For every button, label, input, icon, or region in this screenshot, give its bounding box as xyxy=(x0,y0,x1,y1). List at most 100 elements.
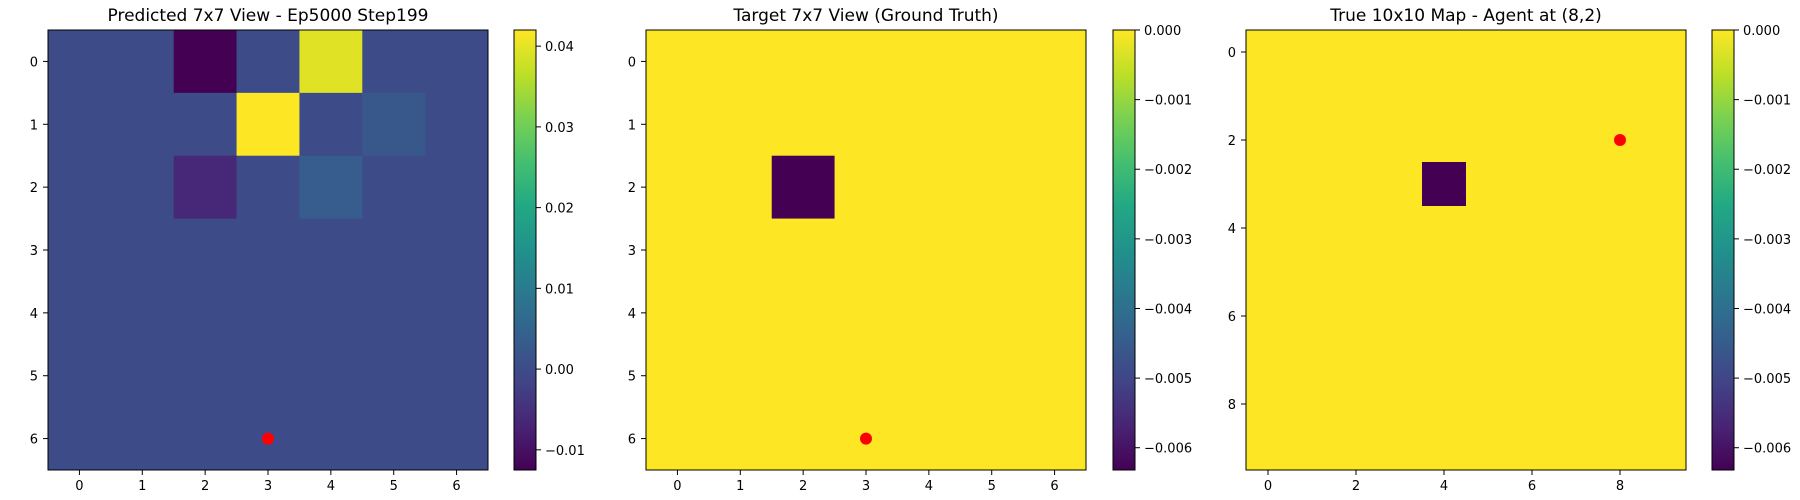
heatmap-cell xyxy=(646,344,710,408)
x-tick-label: 1 xyxy=(138,479,146,494)
y-tick-label: 8 xyxy=(1228,398,1236,413)
heatmap-cell xyxy=(1023,407,1087,471)
heatmap-cell xyxy=(771,30,836,94)
heatmap-cell xyxy=(1642,74,1687,119)
heatmap-cell xyxy=(110,218,175,282)
heatmap-cell xyxy=(1290,206,1335,251)
heatmap-cell xyxy=(834,218,898,282)
heatmap-cell xyxy=(425,218,489,282)
heatmap-cell xyxy=(834,30,898,94)
x-tick-label: 3 xyxy=(264,479,272,494)
heatmap-cell xyxy=(1246,74,1291,119)
heatmap-cell xyxy=(1422,74,1467,119)
heatmap-cell xyxy=(1378,382,1423,427)
heatmap-cell xyxy=(1334,30,1379,75)
heatmap-cell xyxy=(1334,294,1379,339)
colorbar-tick-label: 0.03 xyxy=(545,121,574,136)
heatmap-cell xyxy=(48,30,112,94)
colorbar-tick-label: −0.006 xyxy=(1743,442,1791,457)
heatmap-cell xyxy=(425,344,489,408)
heatmap-cell xyxy=(362,30,426,94)
heatmap-cell xyxy=(1554,250,1599,295)
heatmap-cell xyxy=(897,92,961,157)
heatmap-cell xyxy=(1378,30,1423,75)
heatmap-cell xyxy=(708,218,773,282)
heatmap-cell xyxy=(110,30,175,94)
x-tick-label: 2 xyxy=(201,479,209,494)
heatmap-cell xyxy=(1466,206,1511,251)
heatmap-cell xyxy=(1334,206,1379,251)
y-tick-label: 1 xyxy=(628,118,636,133)
y-tick-label: 2 xyxy=(30,181,38,196)
heatmap-cell xyxy=(1510,118,1555,163)
heatmap-cell xyxy=(960,281,1024,345)
heatmap-cell xyxy=(1466,294,1511,339)
heatmap-cell xyxy=(1598,74,1643,119)
x-tick-label: 4 xyxy=(925,479,933,494)
heatmap-cell xyxy=(1334,338,1379,383)
x-tick-label: 0 xyxy=(75,479,83,494)
heatmap-cell xyxy=(48,407,112,471)
heatmap-cell xyxy=(48,155,112,220)
heatmap-cell xyxy=(708,344,773,408)
heatmap-cell xyxy=(1422,118,1467,163)
heatmap-cell xyxy=(960,92,1024,157)
chart-title: True 10x10 Map - Agent at (8,2) xyxy=(1329,6,1602,26)
heatmap-cell xyxy=(960,155,1024,220)
heatmap-cell xyxy=(110,281,175,345)
heatmap-cell xyxy=(173,218,238,282)
heatmap-cell xyxy=(1334,118,1379,163)
heatmap-cell xyxy=(1642,162,1687,207)
heatmap-cell xyxy=(646,218,710,282)
colorbar-tick-label: 0.00 xyxy=(545,363,574,378)
heatmap-cell xyxy=(1023,30,1087,94)
agent-marker xyxy=(1614,134,1626,146)
heatmap-cell xyxy=(1642,250,1687,295)
heatmap-cell xyxy=(1422,162,1467,207)
heatmap-cell xyxy=(897,344,961,408)
y-tick-label: 3 xyxy=(30,244,38,259)
heatmap-cell xyxy=(960,30,1024,94)
heatmap-cell xyxy=(236,218,300,282)
heatmap-cell xyxy=(1378,338,1423,383)
heatmap-cell xyxy=(1378,206,1423,251)
y-tick-label: 5 xyxy=(628,370,636,385)
chart-title: Target 7x7 View (Ground Truth) xyxy=(732,6,998,26)
heatmap-cell xyxy=(1290,118,1335,163)
colorbar-tick-label: −0.002 xyxy=(1743,163,1791,178)
heatmap-cell xyxy=(299,155,363,220)
heatmap-cell xyxy=(1510,206,1555,251)
heatmap-cell xyxy=(1598,426,1643,471)
y-tick-label: 0 xyxy=(628,55,636,70)
heatmap-cell xyxy=(1598,30,1643,75)
y-tick-label: 4 xyxy=(1228,222,1236,237)
heatmap-cell xyxy=(1246,338,1291,383)
colorbar-tick-label: 0.000 xyxy=(1743,24,1780,39)
x-tick-label: 1 xyxy=(736,479,744,494)
heatmap-cell xyxy=(1378,74,1423,119)
colorbar-tick-label: −0.004 xyxy=(1743,302,1791,317)
heatmap-cell xyxy=(1554,382,1599,427)
agent-marker xyxy=(860,432,872,445)
heatmap-cell xyxy=(897,407,961,471)
heatmap-cell xyxy=(1554,338,1599,383)
heatmap-cell xyxy=(1334,426,1379,471)
plot-frame xyxy=(1245,29,1687,471)
heatmap-cell xyxy=(1554,30,1599,75)
heatmap-cell xyxy=(1466,118,1511,163)
heatmap-cell xyxy=(1290,162,1335,207)
colorbar-tick-label: −0.001 xyxy=(1743,94,1791,109)
heatmap-cell xyxy=(236,155,300,220)
heatmap-cell xyxy=(1642,118,1687,163)
heatmap-cell xyxy=(1598,250,1643,295)
heatmap-cell xyxy=(646,30,710,94)
heatmap-cell xyxy=(1378,250,1423,295)
heatmap-cell xyxy=(708,155,773,220)
heatmap-cell xyxy=(236,281,300,345)
heatmap-cell xyxy=(1466,30,1511,75)
x-tick-label: 2 xyxy=(1352,479,1360,494)
heatmap-cell xyxy=(1642,30,1687,75)
heatmap-cell xyxy=(1334,250,1379,295)
heatmap-cell xyxy=(1334,382,1379,427)
colorbar xyxy=(513,29,537,471)
